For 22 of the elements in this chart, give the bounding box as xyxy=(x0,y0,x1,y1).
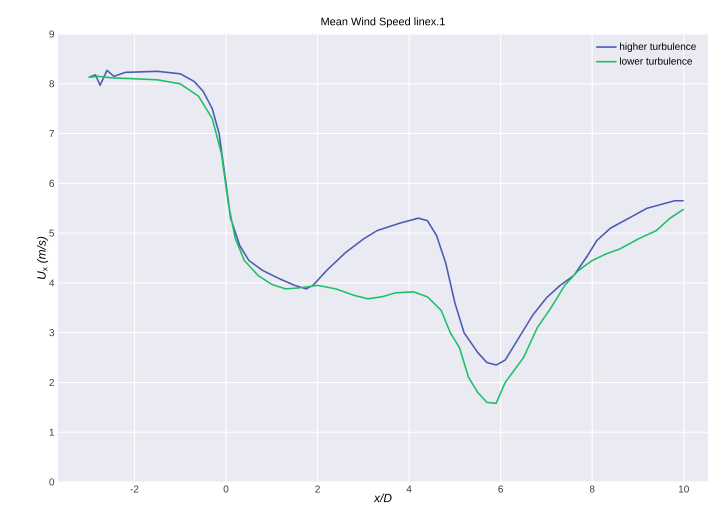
x-tick-label: -2 xyxy=(130,486,138,492)
y-tick-label: 5 xyxy=(49,230,54,237)
legend-label: higher turbulence xyxy=(620,42,696,52)
y-tick-label: 1 xyxy=(50,428,54,436)
y-tick-label: 6 xyxy=(49,180,54,187)
y-tick-label: 7 xyxy=(49,130,54,137)
y-tick-label: 2 xyxy=(49,378,54,386)
y-axis-title: U$_{x}$ (m/s) xyxy=(36,236,48,279)
y-tick-label: 8 xyxy=(49,80,54,88)
y-tick-label: 0 xyxy=(49,478,54,486)
y-tick-label: 3 xyxy=(49,329,54,336)
x-axis-title: x/D xyxy=(374,493,392,502)
x-tick-label: 10 xyxy=(678,486,689,493)
legend-label: lower turbulence xyxy=(620,57,692,65)
x-tick-label: 4 xyxy=(406,486,412,492)
chart-title: Mean Wind Speed linex.1 xyxy=(321,17,445,28)
x-tick-label: 6 xyxy=(498,486,503,493)
y-tick-label: 9 xyxy=(49,30,54,38)
x-tick-label: 0 xyxy=(224,486,228,493)
y-tick-label: 4 xyxy=(49,279,54,286)
x-tick-label: 2 xyxy=(315,486,320,492)
x-tick-label: 8 xyxy=(590,486,595,493)
